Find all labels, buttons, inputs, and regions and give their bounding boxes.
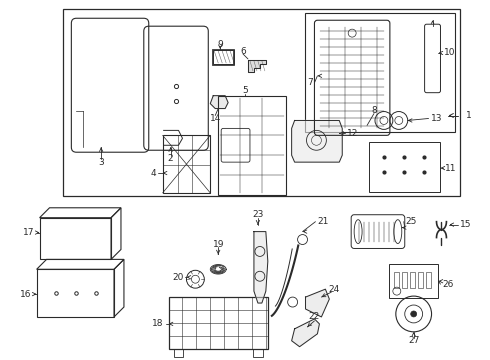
Bar bbox=[410, 272, 415, 288]
Bar bbox=[212, 49, 234, 65]
Bar bbox=[37, 269, 114, 317]
Text: 25: 25 bbox=[406, 217, 417, 226]
Bar bbox=[213, 50, 234, 64]
Bar bbox=[169, 297, 268, 349]
Bar bbox=[40, 218, 111, 260]
Text: 21: 21 bbox=[318, 217, 329, 226]
Text: 22: 22 bbox=[309, 312, 320, 321]
Bar bbox=[253, 349, 263, 357]
Text: 8: 8 bbox=[371, 106, 377, 115]
Text: 6: 6 bbox=[240, 46, 246, 55]
Polygon shape bbox=[248, 60, 266, 72]
Bar bbox=[426, 272, 431, 288]
Text: 12: 12 bbox=[347, 129, 359, 138]
Text: 4: 4 bbox=[150, 168, 156, 177]
Text: 9: 9 bbox=[218, 40, 223, 49]
Text: 13: 13 bbox=[431, 114, 442, 123]
Text: 15: 15 bbox=[460, 220, 472, 229]
Text: 23: 23 bbox=[252, 210, 264, 219]
Bar bbox=[213, 50, 233, 64]
Polygon shape bbox=[292, 121, 342, 162]
Text: 14: 14 bbox=[210, 114, 221, 123]
Text: 7: 7 bbox=[308, 78, 314, 87]
Bar bbox=[173, 349, 183, 357]
Text: 11: 11 bbox=[445, 163, 457, 172]
Bar bbox=[402, 272, 407, 288]
Text: 18: 18 bbox=[152, 319, 164, 328]
Polygon shape bbox=[210, 96, 228, 109]
Bar bbox=[394, 272, 399, 288]
Text: 26: 26 bbox=[442, 280, 454, 289]
Text: 5: 5 bbox=[242, 86, 248, 95]
Bar bbox=[163, 135, 210, 193]
Polygon shape bbox=[292, 319, 319, 347]
Bar bbox=[369, 142, 441, 192]
Text: 27: 27 bbox=[408, 336, 419, 345]
Polygon shape bbox=[306, 289, 329, 317]
Text: 19: 19 bbox=[213, 240, 224, 249]
Bar bbox=[305, 13, 455, 132]
Bar bbox=[389, 264, 439, 298]
Bar bbox=[417, 272, 422, 288]
Text: 2: 2 bbox=[168, 154, 173, 163]
Bar bbox=[63, 9, 460, 196]
Text: 10: 10 bbox=[443, 49, 455, 58]
Text: 24: 24 bbox=[329, 285, 340, 294]
Bar bbox=[218, 96, 286, 195]
Text: 17: 17 bbox=[23, 228, 35, 237]
Text: 20: 20 bbox=[172, 273, 183, 282]
Circle shape bbox=[411, 311, 416, 317]
Text: 3: 3 bbox=[98, 158, 104, 167]
Polygon shape bbox=[254, 231, 268, 303]
Text: 16: 16 bbox=[20, 289, 32, 298]
Text: 1: 1 bbox=[466, 111, 472, 120]
